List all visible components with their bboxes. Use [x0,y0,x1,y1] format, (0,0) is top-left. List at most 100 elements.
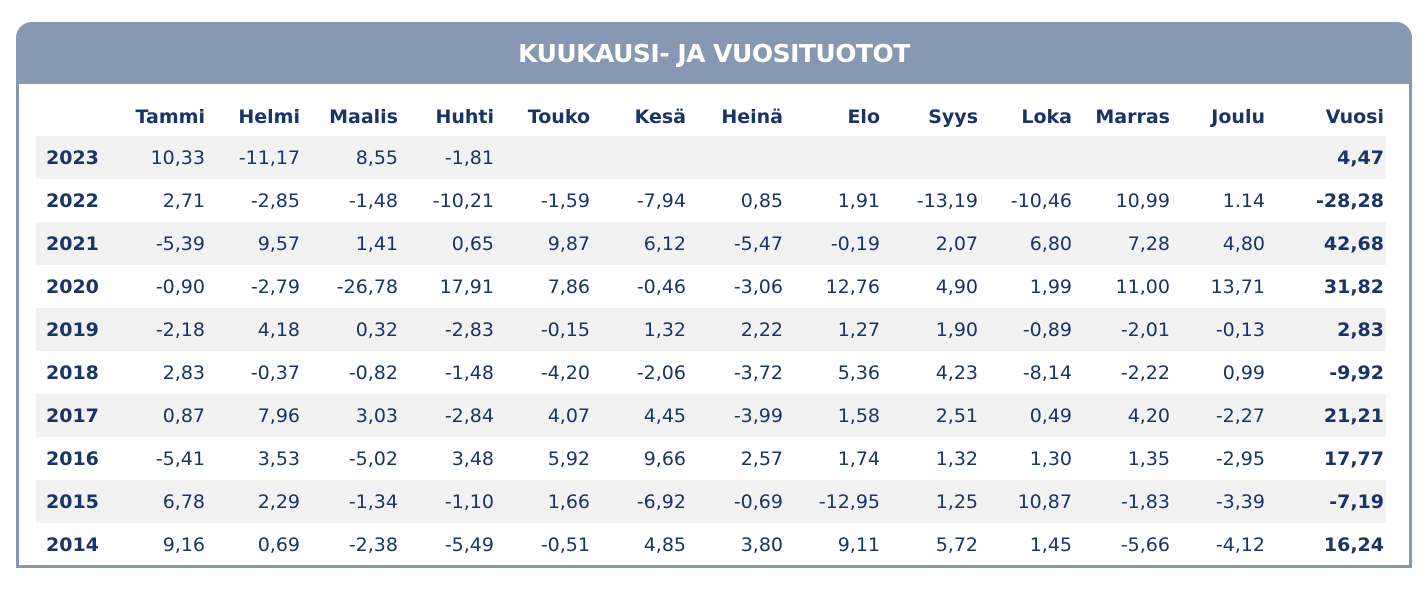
monthly-return-cell: 1,90 [882,308,980,351]
monthly-return-cell: 17,91 [439,275,494,298]
monthly-return-cell: -7,94 [636,189,686,212]
monthly-return-cell: 5,36 [837,361,880,384]
monthly-return-cell: -26,78 [336,275,398,298]
monthly-return-cell: 4,07 [496,394,592,437]
monthly-return-cell: 6,78 [110,480,207,523]
monthly-return-cell [785,136,882,179]
monthly-return-cell: 1,74 [837,447,880,470]
monthly-return-cell: -0,46 [636,275,686,298]
monthly-return-cell: -8,14 [1022,361,1072,384]
column-header [36,94,110,136]
year-cell: 2014 [46,533,99,556]
monthly-return-cell: -5,47 [688,222,785,265]
monthly-return-cell: 0,69 [257,533,300,556]
monthly-return-cell: 0,85 [740,189,783,212]
monthly-return-cell [882,136,980,179]
year-cell: 2021 [36,222,110,265]
monthly-return-cell: 0,87 [110,394,207,437]
table-row: 2017 0,87 7,96 3,03 -2,84 4,07 4,45 -3,99 1,58 2,… [36,394,1386,437]
monthly-return-cell: 11,00 [1115,275,1170,298]
monthly-return-cell: -1,83 [1074,480,1172,523]
monthly-return-cell: 2,83 [162,361,205,384]
table-row: 2021 -5,39 9,57 1,41 0,65 9,87 6,12 -5,47 -0,19 2… [36,222,1386,265]
year-cell: 2017 [36,394,110,437]
monthly-return-cell [1074,136,1172,179]
monthly-return-cell: -5,41 [155,447,205,470]
table-row: 2015 6,78 2,29 -1,34 -1,10 1,66 -6,92 -0,69 -12,… [36,480,1386,523]
monthly-return-cell: 9,66 [643,447,686,470]
monthly-return-cell: 3,53 [257,447,300,470]
monthly-return-cell: 0,49 [980,394,1074,437]
monthly-return-cell: -0,82 [348,361,398,384]
monthly-return-cell: -11,17 [207,136,302,179]
column-header: Kesä [634,106,686,128]
monthly-return-cell: 4,20 [1074,394,1172,437]
annual-return-cell: -28,28 [1316,189,1384,212]
monthly-return-cell: -10,21 [432,189,494,212]
monthly-return-cell: -0,15 [496,308,592,351]
monthly-return-cell: -2,38 [348,533,398,556]
monthly-return-cell: -0,69 [688,480,785,523]
monthly-return-cell: -3,06 [733,275,783,298]
monthly-return-cell: 2,29 [207,480,302,523]
monthly-return-cell: -1,81 [400,136,496,179]
year-cell: 2022 [46,189,99,212]
monthly-return-cell: 2,07 [882,222,980,265]
table-row: 2016 -5,41 3,53 -5,02 3,48 5,92 9,66 2,57 1,74 1,… [36,437,1386,480]
monthly-return-cell: 0,32 [302,308,400,351]
annual-return-cell: -7,19 [1267,480,1386,523]
monthly-return-cell: -3,99 [688,394,785,437]
monthly-return-cell: 1,30 [1029,447,1072,470]
monthly-return-cell: 9,16 [162,533,205,556]
monthly-return-cell: -2,95 [1215,447,1265,470]
monthly-return-cell [496,136,592,179]
monthly-return-cell: -5,39 [110,222,207,265]
monthly-return-cell: 6,80 [980,222,1074,265]
monthly-return-cell: 7,28 [1074,222,1172,265]
monthly-return-cell: 4,80 [1172,222,1267,265]
monthly-return-cell: -0,37 [250,361,300,384]
monthly-return-cell: 1,45 [1029,533,1072,556]
monthly-return-cell: 2,22 [688,308,785,351]
monthly-return-cell: 1,99 [1029,275,1072,298]
column-header: Joulu [1211,106,1265,128]
annual-return-cell: 2,83 [1267,308,1386,351]
monthly-return-cell: 2,51 [882,394,980,437]
year-cell: 2018 [46,361,99,384]
annual-return-cell: 4,47 [1267,136,1386,179]
annual-return-cell: 16,24 [1323,533,1384,556]
monthly-return-cell: 1,66 [496,480,592,523]
column-header: Touko [527,106,590,128]
table-row: 2019 -2,18 4,18 0,32 -2,83 -0,15 1,32 2,22 1,27 1… [36,308,1386,351]
monthly-return-cell: 1,25 [882,480,980,523]
column-header: Syys [928,106,978,128]
monthly-return-cell: 4,85 [643,533,686,556]
monthly-return-cell: -2,83 [400,308,496,351]
monthly-return-cell: -1,34 [302,480,400,523]
monthly-return-cell [592,136,688,179]
table-row: 2014 9,16 0,69 -2,38 -5,49 -0,51 4,85 3,80 9,11 5… [36,523,1386,566]
monthly-return-cell: -3,39 [1172,480,1267,523]
monthly-return-cell [1172,136,1267,179]
monthly-return-cell: -2,85 [250,189,300,212]
year-cell: 2020 [46,275,99,298]
monthly-return-cell: -1,59 [540,189,590,212]
table-row: 2018 2,83 -0,37 -0,82 -1,48 -4,20 -2,06 -3,72 5,… [36,351,1386,394]
monthly-return-cell: 4,23 [935,361,978,384]
monthly-return-cell: -6,92 [592,480,688,523]
monthly-return-cell [688,136,785,179]
monthly-return-cell: 7,86 [547,275,590,298]
monthly-return-cell: 13,71 [1210,275,1265,298]
annual-return-cell: 17,77 [1323,447,1384,470]
annual-return-cell: 31,82 [1323,275,1384,298]
monthly-return-cell: 9,87 [496,222,592,265]
column-header: Marras [1095,106,1170,128]
table-row: 2020 -0,90 -2,79 -26,78 17,91 7,86 -0,46 -3,06 1… [36,265,1386,308]
monthly-return-cell: 1,35 [1127,447,1170,470]
monthly-return-cell: -2,22 [1120,361,1170,384]
monthly-return-cell: 9,11 [837,533,880,556]
monthly-return-cell: -2,01 [1074,308,1172,351]
monthly-return-cell: 3,80 [740,533,783,556]
monthly-return-cell: 1,27 [785,308,882,351]
monthly-return-cell: 3,03 [302,394,400,437]
